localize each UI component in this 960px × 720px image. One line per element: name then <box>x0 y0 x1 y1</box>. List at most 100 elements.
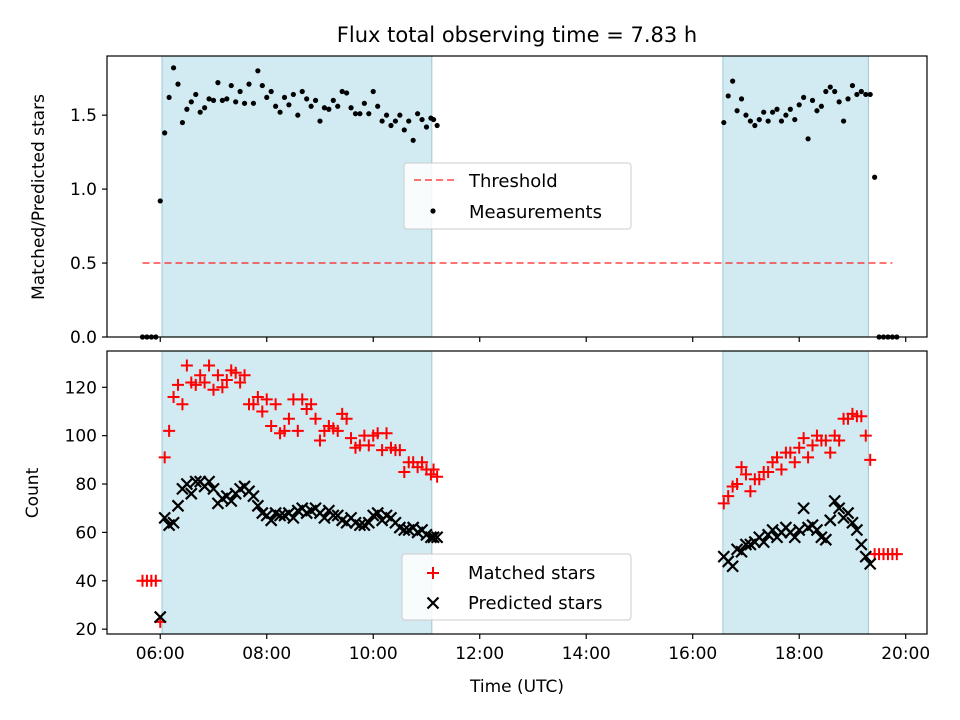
measurement-point <box>286 102 292 108</box>
measurement-point <box>765 118 771 124</box>
predicted-star-point <box>427 530 440 544</box>
matched-star-point <box>797 432 810 445</box>
measurement-point <box>299 88 305 95</box>
measurement-point <box>326 106 332 112</box>
matched-star-point <box>203 359 216 372</box>
measurement-point <box>434 122 440 129</box>
matched-star-point <box>775 463 788 476</box>
matched-stars-marker <box>427 567 439 579</box>
predicted-star-point <box>788 530 802 544</box>
matched-star-point <box>189 378 202 391</box>
predicted-star-point <box>863 557 877 571</box>
matched-star-point <box>771 451 784 464</box>
matched-star-point <box>784 446 797 459</box>
measurement-point <box>840 118 847 124</box>
measurement-point <box>761 109 767 115</box>
matched-star-point <box>864 453 877 466</box>
measurement-point <box>375 103 381 109</box>
matched-star-point <box>717 497 730 510</box>
measurement-point <box>872 174 878 180</box>
predicted-star-point <box>247 489 260 503</box>
matched-star-point <box>398 465 411 478</box>
measurement-point <box>281 94 288 101</box>
measurement-point <box>752 122 758 129</box>
matched-star-point <box>176 398 189 411</box>
matched-stars-legend-swatch <box>427 567 439 579</box>
top-observing-band <box>161 55 433 338</box>
measurement-point <box>392 118 399 124</box>
measurement-point <box>264 94 270 101</box>
measurement-point <box>330 97 336 103</box>
measurement-point <box>818 103 824 109</box>
measurement-point <box>401 127 407 133</box>
measurement-point <box>233 99 239 105</box>
figure-title: Flux total observing time = 7.83 h <box>337 23 697 47</box>
predicted-star-point <box>819 533 833 546</box>
matched-star-point <box>216 381 229 394</box>
bottom-y-axis-ticks: 20 40 60 80 100 120 <box>65 378 107 640</box>
matched-star-point <box>833 434 846 447</box>
measurement-point <box>295 112 301 118</box>
matched-star-point <box>855 410 868 423</box>
measurement-point <box>397 112 403 118</box>
top-y-tick-label: 0.5 <box>70 254 97 274</box>
matched-star-point <box>278 424 291 437</box>
measurement-point <box>419 116 425 123</box>
measurement-point <box>383 112 390 118</box>
measurement-point <box>725 93 731 99</box>
top-y-tick-label: 1.0 <box>70 180 97 200</box>
measurement-point <box>237 88 243 95</box>
predicted-stars-legend-label: Predicted stars <box>468 593 602 614</box>
measurement-point <box>268 88 274 95</box>
matched-star-point <box>265 419 278 432</box>
measurement-point <box>370 88 376 95</box>
measurement-point <box>277 109 283 115</box>
measurement-point <box>335 103 341 109</box>
measurement-point <box>246 81 252 87</box>
measurement-point <box>832 88 838 95</box>
measurement-point <box>787 106 793 112</box>
bottom-y-axis-label: Count <box>23 467 43 518</box>
matched-star-point <box>340 412 353 425</box>
matched-star-point <box>427 463 440 476</box>
measurement-point <box>344 90 350 96</box>
matched-star-point <box>180 359 193 372</box>
matched-star-point <box>362 439 375 452</box>
matched-star-point <box>731 478 744 491</box>
measurement-point <box>184 106 190 112</box>
bottom-observing-band <box>161 350 433 635</box>
matched-star-point <box>806 439 819 452</box>
predicted-star-point <box>739 538 753 551</box>
measurement-point <box>304 96 310 102</box>
matched-star-point <box>305 398 318 411</box>
bottom-shaded-intervals <box>161 350 869 635</box>
measurement-point <box>796 102 802 108</box>
predicted-star-point <box>846 516 859 530</box>
measurement-point <box>175 81 181 87</box>
measurement-point <box>162 130 168 136</box>
measurement-point <box>210 97 217 103</box>
measurement-point <box>430 116 437 123</box>
top-panel: 0.0 0.5 1.0 1.5 Matched/Predicted stars Thr… <box>29 55 928 348</box>
predicted-star-point <box>757 535 770 549</box>
measurement-point <box>317 118 323 124</box>
measurement-point <box>858 88 864 95</box>
predicted-star-point <box>318 511 331 525</box>
top-legend: Threshold Measurements <box>403 162 632 230</box>
measurement-point <box>366 111 372 117</box>
predicted-star-point <box>823 514 837 527</box>
matched-star-point <box>762 465 775 478</box>
matched-star-point <box>722 490 735 503</box>
matched-star-point <box>739 468 752 481</box>
matched-star-point <box>229 366 242 379</box>
predicted-star-point <box>841 506 855 520</box>
predicted-stars-legend-swatch <box>426 596 440 610</box>
matched-star-point <box>859 429 872 442</box>
measurement-point <box>197 109 203 115</box>
measurement-point <box>259 82 265 89</box>
matched-star-point <box>793 441 806 454</box>
measurement-point <box>255 68 261 74</box>
measurement-point <box>730 78 736 84</box>
measurement-point <box>348 105 354 111</box>
